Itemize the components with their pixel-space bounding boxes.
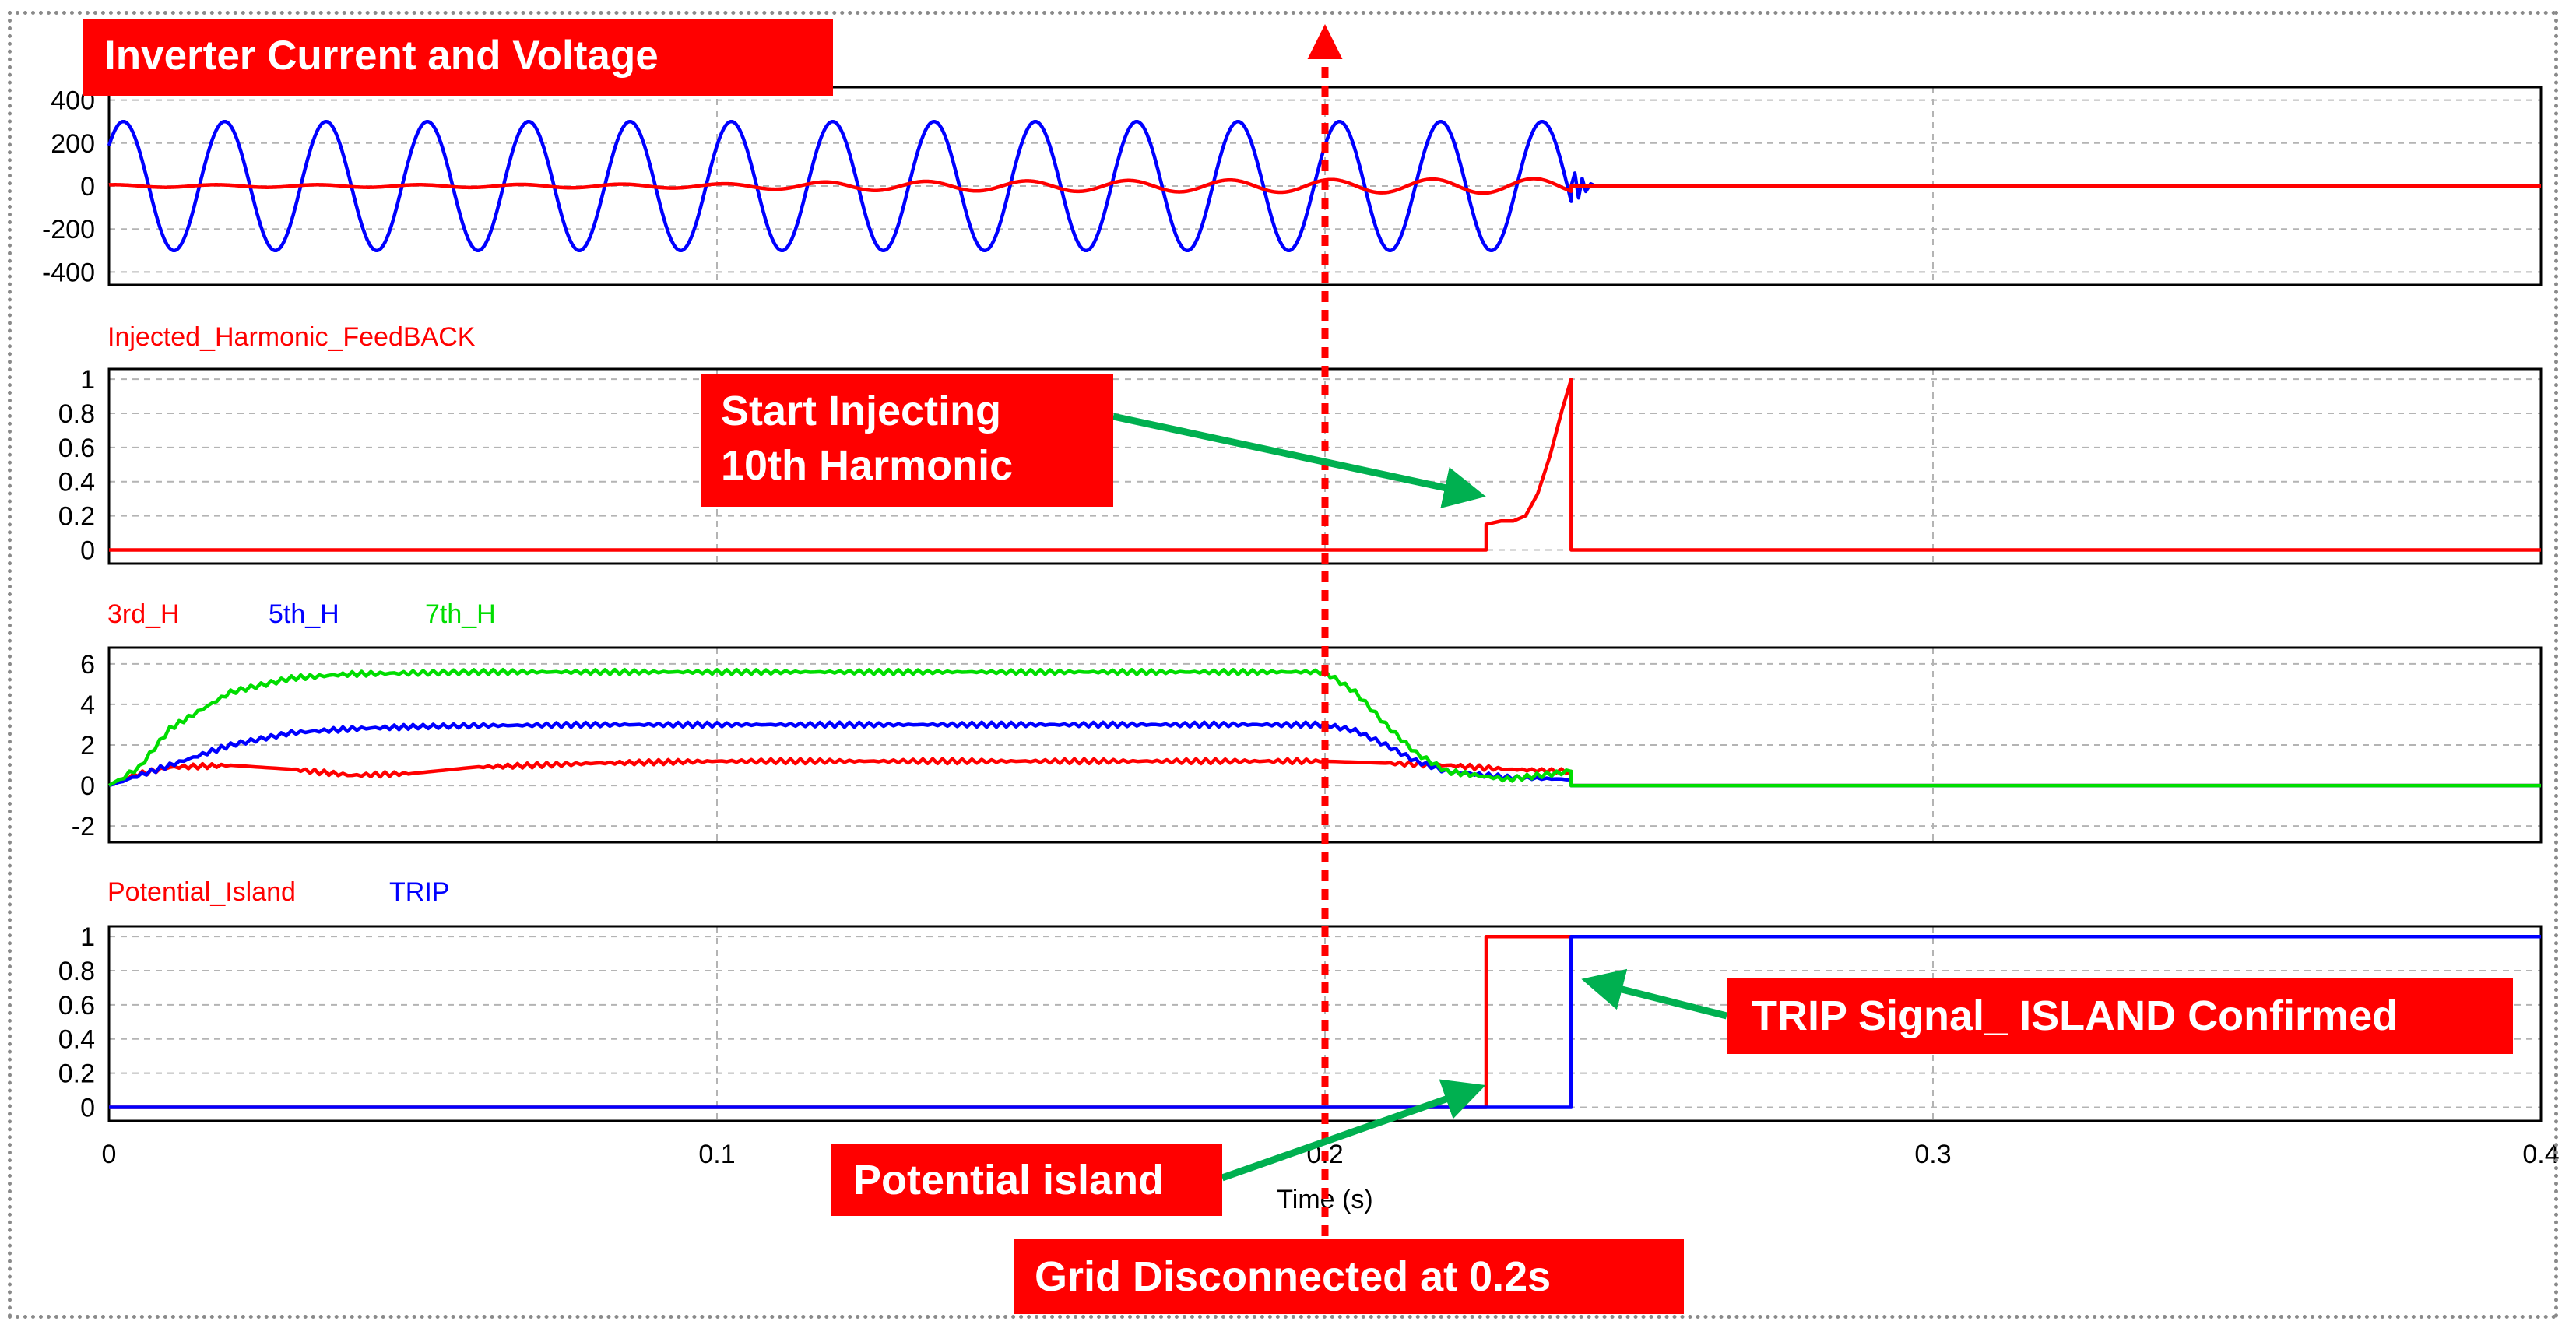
y-tick-label: 0.4 (58, 1025, 95, 1055)
arrow-inject (1112, 413, 1486, 508)
legend-3rd-h: 3rd_H (107, 599, 180, 629)
y-tick-label: -2 (72, 812, 95, 841)
y-tick-label: 2 (80, 731, 95, 761)
y-tick-label: 1 (80, 365, 95, 395)
x-tick-label: 0.4 (2522, 1140, 2559, 1169)
y-tick-label: 0.8 (58, 957, 95, 986)
potential-island-callout: Potential island (831, 1144, 1222, 1216)
arrow-trip (1581, 968, 1728, 1020)
legend-7th-h: 7th_H (425, 599, 496, 629)
y-tick-label: 4 (80, 690, 95, 720)
legend-trip: TRIP (389, 877, 449, 907)
y-tick-label: 0.8 (58, 399, 95, 429)
y-tick-label: -400 (42, 258, 95, 287)
legend-5th-h: 5th_H (269, 599, 339, 629)
series-line-potential-island (109, 934, 1573, 1109)
y-tick-label: 6 (80, 650, 95, 680)
panel-3: 6 4 2 0 -2 (72, 646, 2543, 844)
x-tick-label: 0.1 (698, 1140, 735, 1169)
y-tick-label: -200 (42, 215, 95, 244)
trip-signal-callout: TRIP Signal_ ISLAND Confirmed (1727, 978, 2513, 1054)
x-tick-label: 0.3 (1914, 1140, 1951, 1169)
y-tick-label: 0 (80, 771, 95, 801)
legend-injected-harmonic: Injected_Harmonic_FeedBACK (107, 322, 476, 352)
y-tick-label: 0 (80, 536, 95, 565)
y-tick-label: 0.6 (58, 434, 95, 463)
y-tick-label: 0.4 (58, 468, 95, 497)
series-line-injected-harmonic-feedback (109, 377, 2541, 552)
series-line-trip (109, 934, 2541, 1109)
legend-potential-island: Potential_Island (107, 877, 296, 907)
y-tick-label: 0.6 (58, 991, 95, 1021)
chart-title-callout: Inverter Current and Voltage (83, 19, 833, 96)
panel-2: 1 0.8 0.6 0.4 0.2 0 (58, 365, 2543, 565)
grid-disconnected-callout: Grid Disconnected at 0.2s (1014, 1239, 1684, 1314)
start-injecting-callout: Start Injecting 10th Harmonic (701, 374, 1113, 507)
series-line-panel1-blue (107, 119, 2541, 253)
x-tick-label: 0 (102, 1140, 117, 1169)
y-tick-label: 0.2 (58, 1059, 95, 1089)
y-tick-label: 0.2 (58, 502, 95, 532)
y-tick-label: 0 (80, 1093, 95, 1122)
y-tick-label: 1 (80, 922, 95, 952)
arrow-potential (1221, 1079, 1486, 1182)
y-tick-label: 200 (51, 129, 95, 159)
y-tick-label: 0 (80, 172, 95, 202)
